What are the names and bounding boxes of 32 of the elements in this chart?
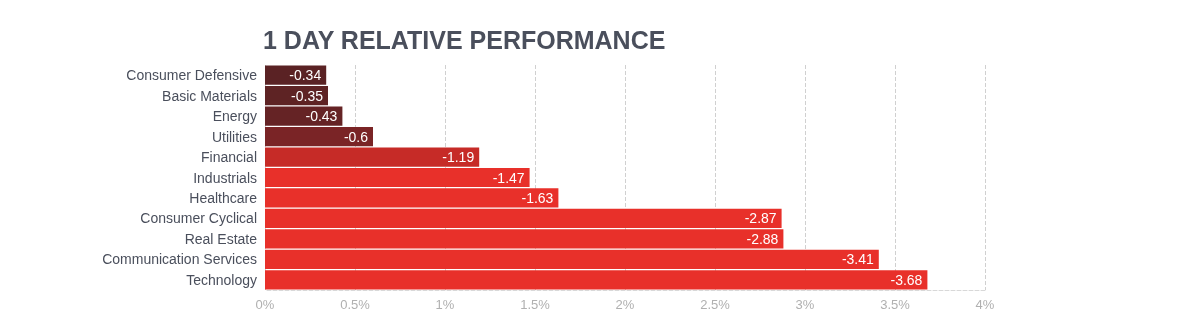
data-label: -0.43 xyxy=(305,108,338,125)
x-tick-label: 1% xyxy=(435,297,455,312)
data-label: -2.88 xyxy=(746,230,779,247)
y-tick-label: Financial xyxy=(200,149,257,166)
chart-title: 1 DAY RELATIVE PERFORMANCE xyxy=(263,25,666,54)
x-tick-label: 1.5% xyxy=(520,297,551,312)
data-label: -2.87 xyxy=(744,210,777,227)
data-label: -3.68 xyxy=(890,271,923,288)
x-tick-label: 3% xyxy=(795,297,815,312)
data-label: -0.35 xyxy=(291,87,324,104)
y-tick-label: Consumer Cyclical xyxy=(140,210,257,227)
y-tick-label: Utilities xyxy=(211,128,257,145)
y-tick-label: Basic Materials xyxy=(162,87,257,104)
y-tick-label: Energy xyxy=(212,108,257,125)
data-label: -1.19 xyxy=(442,149,475,166)
x-tick-label: 2% xyxy=(615,297,635,312)
y-tick-label: Consumer Defensive xyxy=(126,67,258,84)
y-tick-label: Communication Services xyxy=(102,251,257,268)
x-tick-label: 0% xyxy=(255,297,275,312)
data-label: -1.63 xyxy=(521,189,554,206)
x-tick-label: 3.5% xyxy=(880,297,911,312)
x-tick-label: 0.5% xyxy=(340,297,371,312)
y-tick-label: Industrials xyxy=(193,169,257,186)
y-tick-label: Healthcare xyxy=(189,189,258,206)
y-tick-label: Technology xyxy=(186,271,257,288)
y-tick-label: Real Estate xyxy=(184,230,258,247)
x-tick-label: 2.5% xyxy=(700,297,731,312)
data-label: -0.6 xyxy=(343,128,369,145)
x-tick-label: 4% xyxy=(975,297,995,312)
data-label: -0.34 xyxy=(289,67,322,84)
data-label: -3.41 xyxy=(841,251,874,268)
data-label: -1.47 xyxy=(492,169,525,186)
